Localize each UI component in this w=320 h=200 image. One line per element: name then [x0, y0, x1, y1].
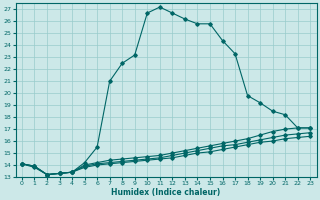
X-axis label: Humidex (Indice chaleur): Humidex (Indice chaleur) — [111, 188, 221, 197]
